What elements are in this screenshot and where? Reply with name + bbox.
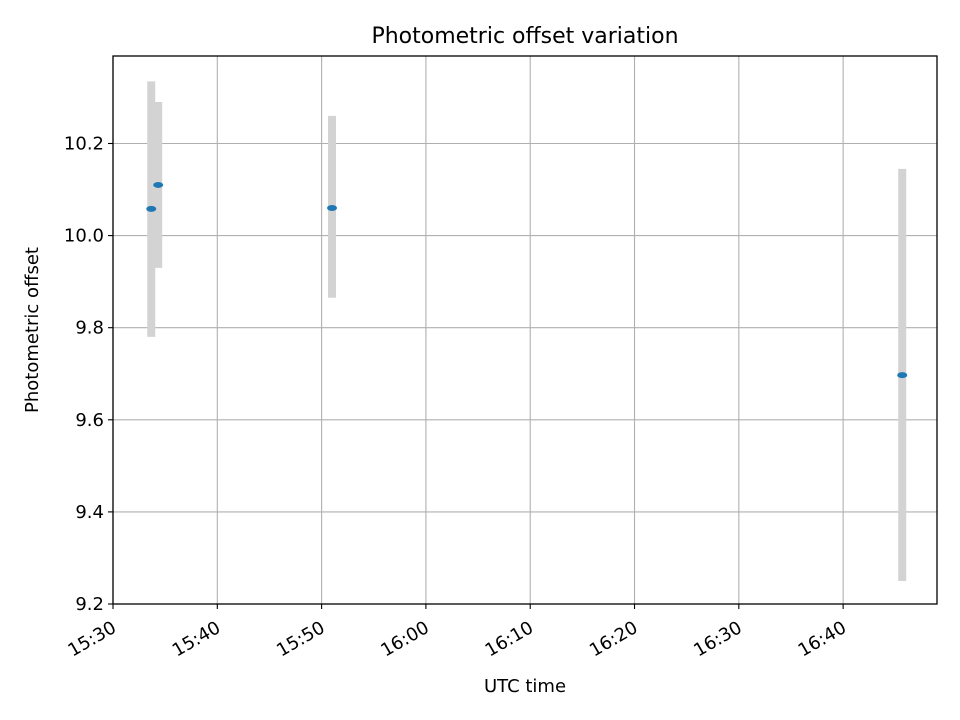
x-tick-label: 16:30	[690, 617, 745, 661]
x-tick-label: 16:40	[795, 617, 850, 661]
y-tick-label: 10.2	[64, 133, 104, 154]
x-tick-label: 15:30	[64, 617, 119, 661]
y-tick-label: 10.0	[64, 226, 104, 247]
y-tick-label: 9.2	[75, 594, 104, 615]
x-tick-label: 15:50	[273, 617, 328, 661]
x-axis-label: UTC time	[484, 676, 566, 697]
x-tick-label: 15:40	[169, 617, 224, 661]
x-tick-label: 16:20	[586, 617, 641, 661]
data-point	[146, 205, 157, 212]
x-tick-label: 16:10	[482, 617, 537, 661]
y-tick-label: 9.4	[75, 502, 104, 523]
y-tick-label: 9.6	[75, 410, 104, 431]
plot-frame	[112, 55, 938, 605]
grid	[112, 56, 937, 605]
data-point	[327, 204, 338, 211]
ticks: 15:30 15:40 15:50 16:00 16:10 16:20 16:30 16:40…	[64, 133, 850, 661]
data-points	[146, 181, 908, 379]
data-point	[153, 181, 164, 188]
data-point	[897, 372, 908, 379]
y-tick-label: 9.8	[75, 318, 104, 339]
chart-title: Photometric offset variation	[371, 24, 678, 49]
y-axis-label: Photometric offset	[22, 247, 43, 413]
error-bars	[147, 81, 907, 581]
x-tick-label: 16:00	[377, 617, 432, 661]
